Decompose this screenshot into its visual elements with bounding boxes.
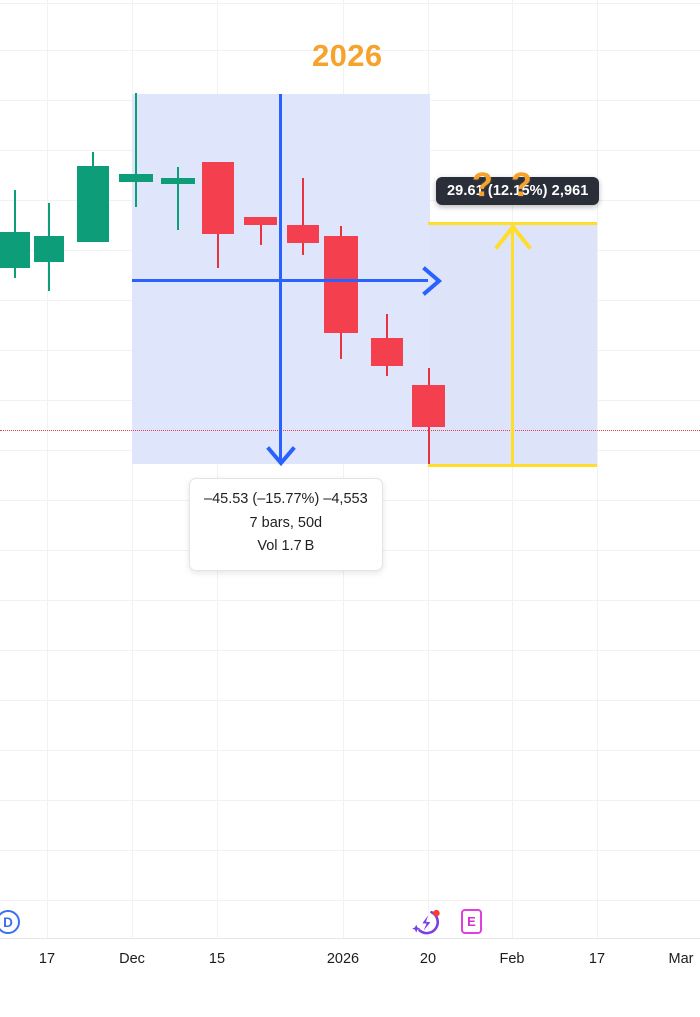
gridline-vertical — [47, 0, 48, 938]
x-axis-tick: Mar — [668, 951, 694, 967]
candlestick-up[interactable] — [34, 0, 64, 938]
candle-body — [244, 217, 277, 225]
candle-wick — [302, 178, 304, 255]
gridline-horizontal — [0, 900, 700, 901]
gridline-vertical — [217, 0, 218, 938]
candle-body — [371, 338, 403, 366]
yellow-bottom-line[interactable] — [428, 464, 597, 467]
dividend-marker[interactable]: D — [0, 910, 20, 934]
candlestick-down[interactable] — [412, 0, 445, 938]
candle-body — [287, 225, 319, 243]
candle-body — [34, 236, 64, 262]
candle-wick — [177, 167, 179, 230]
candle-wick — [135, 93, 137, 207]
x-axis-tick: 17 — [588, 951, 606, 967]
candlestick-up[interactable] — [0, 0, 30, 938]
gridline-vertical — [428, 0, 429, 938]
candlestick-down[interactable] — [244, 0, 277, 938]
measurement-stats-tooltip: –45.53 (–15.77%) –4,553 7 bars, 50d Vol … — [189, 478, 383, 571]
earnings-badge-label[interactable]: E — [461, 909, 482, 934]
candlestick-up[interactable] — [161, 0, 195, 938]
gridline-horizontal — [0, 600, 700, 601]
dividend-badge-label[interactable]: D — [0, 910, 20, 934]
question-mark-icon-2: ? — [511, 166, 532, 204]
stats-line-bars: 7 bars, 50d — [249, 514, 323, 531]
x-axis-tick: 15 — [208, 951, 226, 967]
candle-body — [324, 236, 358, 333]
x-axis[interactable]: 17 Dec 15 2026 20 Feb 17 Mar — [0, 939, 700, 1017]
gridline-vertical — [597, 0, 598, 938]
gridline-vertical — [343, 0, 344, 938]
earnings-marker[interactable]: E — [461, 909, 482, 934]
candlestick-up[interactable] — [119, 0, 153, 938]
yellow-vertical-line[interactable] — [511, 222, 514, 464]
gridline-horizontal — [0, 700, 700, 701]
candle-body — [412, 385, 445, 427]
candle-body — [77, 166, 109, 242]
candle-body — [119, 174, 153, 182]
candlestick-down[interactable] — [324, 0, 358, 938]
stats-line-volume: Vol 1.7 B — [257, 538, 315, 555]
candlestick-down[interactable] — [371, 0, 403, 938]
x-axis-tick: Dec — [119, 951, 145, 967]
gridline-vertical — [512, 0, 513, 938]
axis-separator — [0, 938, 700, 939]
blue-right-arrowhead — [422, 266, 443, 296]
average-price-line — [0, 430, 700, 431]
candle-body — [161, 178, 195, 184]
blue-vertical-line[interactable] — [279, 94, 282, 464]
x-axis-tick: 2026 — [326, 951, 360, 967]
year-label: 2026 — [312, 38, 383, 73]
x-axis-tick: 20 — [419, 951, 437, 967]
x-axis-tick: Feb — [499, 951, 525, 967]
stats-line-change: –45.53 (–15.77%) –4,553 — [204, 491, 368, 507]
gridline-horizontal — [0, 750, 700, 751]
gridline-vertical — [132, 0, 133, 938]
price-tooltip-text: 29.61 (12.15%) 2,961 — [447, 183, 589, 199]
ai-sparkle-glyph — [412, 909, 440, 935]
candle-body — [0, 232, 30, 268]
question-mark-icon-1: ? — [472, 166, 493, 204]
gridline-horizontal — [0, 50, 700, 51]
yellow-up-arrowhead — [494, 223, 532, 250]
gridline-horizontal — [0, 3, 700, 4]
x-axis-tick: 17 — [38, 951, 56, 967]
candle-wick — [259, 217, 262, 245]
blue-down-arrowhead — [266, 446, 296, 467]
candle-body — [202, 162, 234, 234]
ai-sparkle-icon[interactable] — [411, 909, 441, 942]
gridline-horizontal — [0, 800, 700, 801]
gridline-horizontal — [0, 650, 700, 651]
candlestick-down[interactable] — [202, 0, 234, 938]
candlestick-up[interactable] — [77, 0, 109, 938]
candlestick-down[interactable] — [287, 0, 319, 938]
price-change-tooltip: 29.61 (12.15%) 2,961 — [436, 177, 600, 205]
gridline-horizontal — [0, 850, 700, 851]
